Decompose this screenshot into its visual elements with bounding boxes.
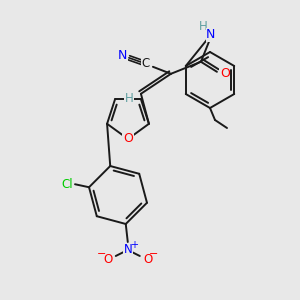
Text: +: + xyxy=(130,240,138,250)
Text: N: N xyxy=(123,244,132,256)
Text: −: − xyxy=(97,249,106,259)
Text: O: O xyxy=(123,133,133,146)
Text: O: O xyxy=(103,254,112,266)
Text: O: O xyxy=(143,254,152,266)
Text: O: O xyxy=(220,67,230,80)
Text: N: N xyxy=(118,49,128,62)
Text: N: N xyxy=(206,28,216,41)
Text: C: C xyxy=(142,57,150,70)
Text: −: − xyxy=(149,249,158,259)
Text: Cl: Cl xyxy=(61,178,73,191)
Text: H: H xyxy=(124,92,133,105)
Text: H: H xyxy=(199,20,207,33)
